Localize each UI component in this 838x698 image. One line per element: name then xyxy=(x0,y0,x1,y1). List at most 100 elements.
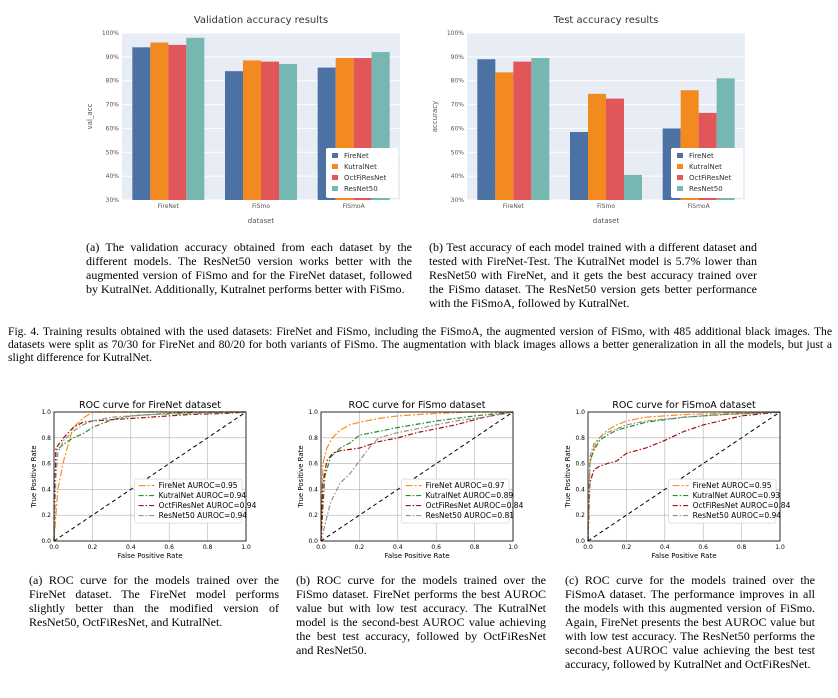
legend-swatch xyxy=(677,186,683,191)
x-tick-label: 0.0 xyxy=(49,544,59,551)
legend-label: KutralNet xyxy=(344,163,377,171)
legend-box xyxy=(668,478,777,524)
roc-series-line xyxy=(320,411,513,542)
y-tick-label: 0.4 xyxy=(41,486,51,493)
x-tick-label: 0.4 xyxy=(393,544,403,551)
y-tick-label: 90% xyxy=(451,54,465,61)
x-tick-label: FiSmoA xyxy=(688,203,711,210)
bar-resnet50 xyxy=(531,58,550,200)
legend-box xyxy=(326,148,398,198)
y-tick-label: 70% xyxy=(106,102,120,109)
bar-kutralnet xyxy=(495,72,514,200)
y-tick-label: 70% xyxy=(451,102,465,109)
x-tick-label: 0.8 xyxy=(203,544,213,551)
x-tick-label: 0.6 xyxy=(431,544,441,551)
legend-swatch xyxy=(677,175,683,180)
bar-octfiresnet xyxy=(261,61,279,200)
bar-firenet xyxy=(225,71,243,200)
y-axis-label: val_acc xyxy=(86,103,94,129)
legend-label: FireNet AUROC=0.95 xyxy=(159,481,238,490)
chance-diagonal-line xyxy=(320,411,514,542)
x-tick-label: 0.2 xyxy=(88,544,98,551)
roc-series-line xyxy=(53,411,247,542)
roc-series-line xyxy=(320,411,514,542)
chance-diagonal-line xyxy=(53,411,247,542)
legend-box xyxy=(134,478,243,524)
y-tick-label: 30% xyxy=(106,197,120,204)
y-tick-label: 100% xyxy=(447,30,464,37)
x-axis-label: False Positive Rate xyxy=(117,552,182,560)
chart-title: ROC curve for FiSmoA dataset xyxy=(612,400,756,411)
bar-resnet50 xyxy=(624,174,642,200)
roc-chart-firenet: ROC curve for FireNet dataset 0.00.0 0.2 0.… xyxy=(30,400,257,560)
x-tick-label: 0.0 xyxy=(583,544,593,551)
legend-label: ResNet50 xyxy=(344,185,378,193)
legend-label: ResNet50 AUROC=0.94 xyxy=(159,511,248,520)
legend-label: OctFiResNet AUROC=0.94 xyxy=(159,501,257,510)
x-tick-label: FiSmoA xyxy=(343,203,366,210)
x-tick-label: FireNet xyxy=(503,203,525,210)
x-tick-label: FiSmo xyxy=(597,203,615,210)
legend-box xyxy=(671,148,743,198)
bar-octfiresnet xyxy=(168,44,187,200)
bar-firenet xyxy=(570,132,588,200)
y-tick-label: 1.0 xyxy=(41,409,51,416)
bar-resnet50 xyxy=(279,64,297,200)
test-accuracy-chart: Test accuracy results 30% 40% 50% 60% 70% 80% 9… xyxy=(431,15,745,225)
x-axis-label: False Positive Rate xyxy=(384,552,449,560)
x-tick-label: FireNet xyxy=(158,203,180,210)
y-tick-label: 0.6 xyxy=(308,461,318,468)
legend-label: FireNet xyxy=(689,152,714,160)
y-tick-label: 30% xyxy=(451,197,465,204)
legend-label: OctFiResNet AUROC=0.84 xyxy=(426,501,524,510)
plot-frame xyxy=(587,411,781,542)
caption-sub-b: (b) Test accuracy of each model trained … xyxy=(429,240,757,310)
y-tick-label: 0.0 xyxy=(41,538,51,545)
legend-swatch xyxy=(332,164,338,169)
y-tick-label: 1.0 xyxy=(308,409,318,416)
legend-label: OctFiResNet xyxy=(344,174,387,182)
y-tick-label: 0.6 xyxy=(41,461,51,468)
bar-octfiresnet xyxy=(606,98,624,200)
legend-label: ResNet50 AUROC=0.94 xyxy=(693,511,782,520)
x-tick-label: 0.6 xyxy=(164,544,174,551)
y-tick-label: 0.0 xyxy=(575,538,585,545)
y-axis-label: True Positive Rate xyxy=(564,445,572,508)
legend-label: FireNet xyxy=(344,152,369,160)
legend-label: OctFiResNet AUROC=0.84 xyxy=(693,501,791,510)
y-tick-label: 50% xyxy=(106,149,120,156)
bar-kutralnet xyxy=(588,93,606,200)
roc-series-line xyxy=(320,411,514,542)
legend-label: KutralNet xyxy=(689,163,722,171)
legend-label: OctFiResNet xyxy=(689,174,732,182)
x-tick-label: 0.8 xyxy=(470,544,480,551)
y-tick-label: 0.4 xyxy=(308,486,318,493)
plot-frame xyxy=(320,411,514,542)
y-tick-label: 60% xyxy=(106,125,120,132)
y-tick-label: 0.2 xyxy=(308,512,318,519)
roc-series-line xyxy=(320,411,514,542)
caption-roc-a: (a) ROC curve for the models trained ove… xyxy=(29,573,279,629)
roc-chart-fismo: ROC curve for FiSmo dataset 0.00.0 0.2 0.2 0… xyxy=(297,400,524,560)
legend-label: KutralNet AUROC=0.93 xyxy=(693,491,781,500)
y-tick-label: 0.2 xyxy=(575,512,585,519)
x-tick-label: 1.0 xyxy=(775,544,785,551)
bar-kutralnet xyxy=(150,42,169,200)
legend-label: KutralNet AUROC=0.89 xyxy=(426,491,514,500)
chance-diagonal-line xyxy=(587,411,781,542)
legend-label: FireNet AUROC=0.97 xyxy=(426,481,505,490)
chart-title: ROC curve for FiSmo dataset xyxy=(349,400,486,411)
caption-roc-c: (c) ROC curve for the models trained ove… xyxy=(565,573,815,671)
bar-firenet xyxy=(477,59,496,200)
legend-label: ResNet50 xyxy=(689,185,723,193)
y-tick-label: 0.6 xyxy=(575,461,585,468)
bar-kutralnet xyxy=(243,60,261,200)
bar-resnet50 xyxy=(186,37,205,201)
y-tick-label: 1.0 xyxy=(575,409,585,416)
x-tick-label: 0.2 xyxy=(622,544,632,551)
roc-chart-fismoa: ROC curve for FiSmoA dataset 0.00.0 0.2 0.2… xyxy=(564,400,791,560)
x-tick-label: 0.0 xyxy=(316,544,326,551)
legend-label: FireNet AUROC=0.95 xyxy=(693,481,772,490)
x-tick-label: 1.0 xyxy=(241,544,251,551)
x-axis-label: False Positive Rate xyxy=(651,552,716,560)
